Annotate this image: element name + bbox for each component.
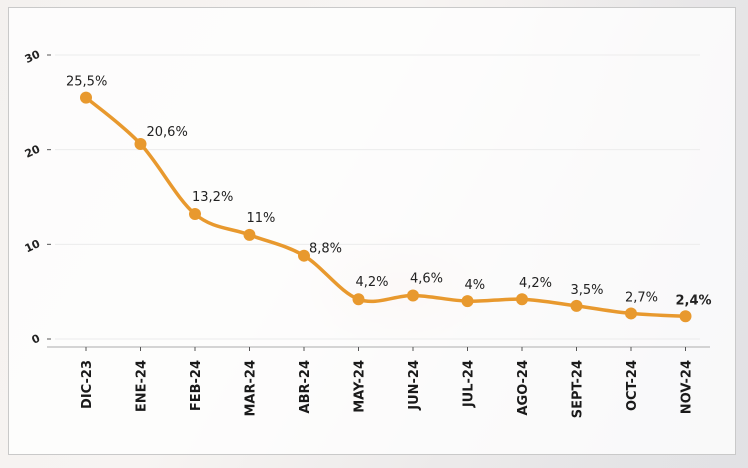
data-point xyxy=(625,307,637,320)
x-tick-label: ABR-24 xyxy=(298,360,313,413)
y-axis: 0 10 20 30 xyxy=(23,48,51,347)
x-tick-label: MAY-24 xyxy=(353,360,368,413)
y-tick-label: 20 xyxy=(23,142,43,160)
data-label: 4,6% xyxy=(410,271,443,286)
x-tick-label: DIC-23 xyxy=(80,360,95,409)
y-tick-label: 0 xyxy=(30,332,43,347)
data-label: 4,2% xyxy=(519,276,552,291)
x-tick-label: OCT-24 xyxy=(625,360,640,411)
data-label: 3,5% xyxy=(571,283,604,298)
x-tick-label: AGO-24 xyxy=(516,360,531,416)
data-label: 4% xyxy=(465,278,486,293)
x-tick-label: MAR-24 xyxy=(244,360,259,417)
data-label: 20,6% xyxy=(147,125,188,140)
data-point xyxy=(80,91,92,104)
data-label: 4,2% xyxy=(356,275,389,290)
x-tick-label: NOV-24 xyxy=(680,360,695,414)
data-label: 13,2% xyxy=(192,190,233,205)
x-tick-label: JUL-24 xyxy=(462,360,477,408)
y-tick-label: 30 xyxy=(23,48,43,66)
y-tick-label: 10 xyxy=(23,237,43,255)
data-points xyxy=(80,91,692,323)
x-axis: DIC-23 ENE-24 FEB-24 MAR-24 ABR-24 MAY-24 JUN-… xyxy=(47,346,710,418)
data-point xyxy=(516,293,528,306)
data-label: 25,5% xyxy=(66,75,107,90)
data-point xyxy=(243,228,256,241)
x-tick-label: JUN-24 xyxy=(407,360,422,411)
data-point xyxy=(134,137,147,150)
data-point xyxy=(679,310,692,323)
data-labels: 25,5% 20,6% 13,2% 11% 8,8% 4,2% 4,6% 4% 4,2% 3,5%… xyxy=(66,75,712,309)
x-tick-label: FEB-24 xyxy=(189,360,204,411)
x-tick-label: ENE-24 xyxy=(135,360,150,412)
data-point xyxy=(352,293,365,306)
gridlines xyxy=(55,54,700,340)
data-point xyxy=(189,208,201,221)
data-point xyxy=(461,295,474,308)
data-label: 2,4% xyxy=(676,293,712,308)
chart-card xyxy=(8,7,736,455)
data-label: 8,8% xyxy=(309,242,342,257)
data-label: 2,7% xyxy=(625,290,658,305)
data-point xyxy=(298,249,310,262)
data-label: 11% xyxy=(247,211,276,226)
data-point xyxy=(407,289,419,302)
x-tick-label: SEPT-24 xyxy=(571,360,586,418)
data-point xyxy=(570,299,583,312)
